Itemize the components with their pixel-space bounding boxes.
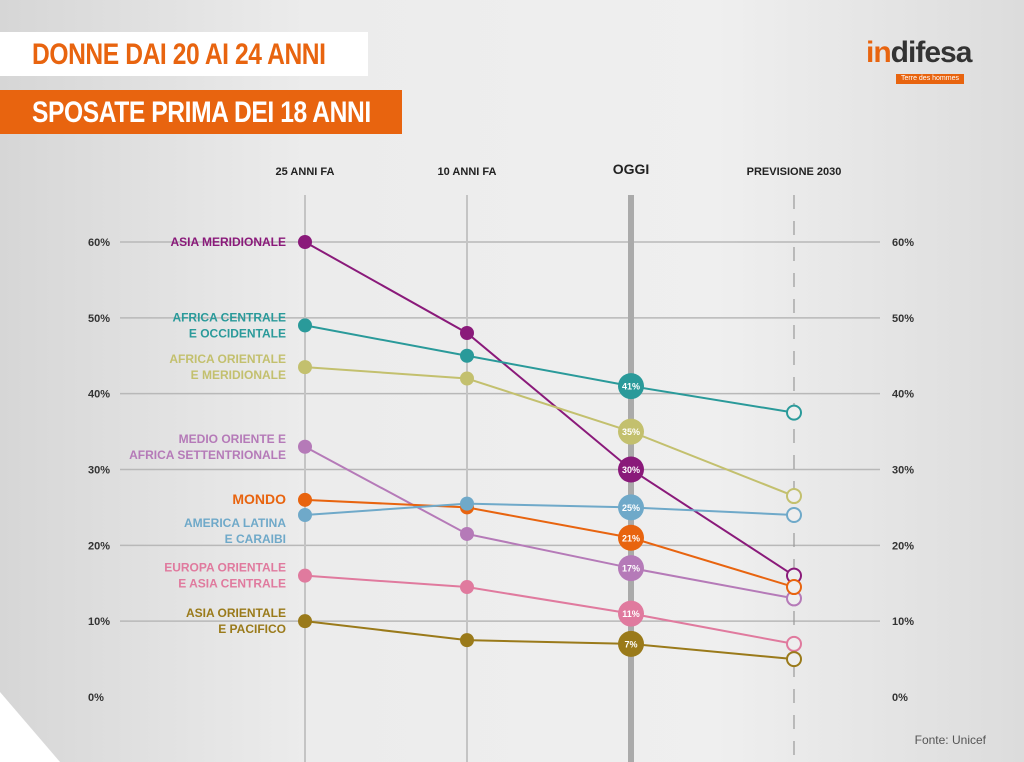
data-point <box>460 526 474 541</box>
logo-part-a: in <box>866 36 892 69</box>
data-label: 41% <box>622 382 640 392</box>
data-point-today <box>618 630 644 657</box>
y-tick-right: 50% <box>892 313 914 325</box>
series-label: E PACIFICO <box>218 622 286 636</box>
data-point <box>298 508 312 522</box>
series-line <box>304 366 795 497</box>
y-tick-left: 20% <box>88 540 110 552</box>
data-point <box>460 580 474 595</box>
source-note: Fonte: Unicef <box>914 733 986 747</box>
data-point <box>298 235 312 249</box>
data-label: 17% <box>622 564 640 574</box>
series-label: E MERIDIONALE <box>191 368 286 382</box>
title-box-2: SPOSATE PRIMA DEI 18 ANNI <box>0 90 402 134</box>
y-tick-left: 60% <box>88 237 110 249</box>
indifesa-logo: indifesa Terre des hommes <box>866 36 973 84</box>
series-label: AFRICA SETTENTRIONALE <box>129 448 286 462</box>
data-point-forecast <box>786 635 802 652</box>
y-tick-right: 20% <box>892 540 914 552</box>
series-line <box>304 324 795 414</box>
series-label: AFRICA CENTRALE <box>172 310 286 324</box>
logo-partner: Terre des hommes <box>896 74 964 84</box>
series-line <box>304 620 795 661</box>
data-label: 30% <box>622 465 640 475</box>
y-tick-left: 50% <box>88 313 110 325</box>
data-point-today <box>618 555 644 582</box>
corner-decoration <box>0 692 60 762</box>
title-box-1: DONNE DAI 20 AI 24 ANNI <box>0 32 368 76</box>
data-point-today <box>618 456 644 483</box>
series-line <box>304 241 795 577</box>
x-category-label: 25 ANNI FA <box>276 166 335 178</box>
data-label: 11% <box>622 609 640 619</box>
y-tick-left: 30% <box>88 465 110 477</box>
data-point-forecast <box>786 404 802 421</box>
data-point-today <box>618 524 644 551</box>
series-label: E ASIA CENTRALE <box>178 577 286 591</box>
title-line-2: SPOSATE PRIMA DEI 18 ANNI <box>32 96 371 129</box>
y-tick-left: 10% <box>88 616 110 628</box>
logo-part-b: difesa <box>890 36 973 69</box>
data-point-forecast <box>786 488 802 505</box>
series-label: AMERICA LATINA <box>184 516 286 530</box>
y-tick-right: 40% <box>892 389 914 401</box>
series-label: MEDIO ORIENTE E <box>179 432 286 446</box>
data-point-forecast <box>786 507 802 523</box>
data-label: 21% <box>622 533 640 543</box>
series-line <box>304 498 795 588</box>
data-point <box>460 496 474 511</box>
data-point <box>298 318 312 333</box>
data-point-today <box>618 418 644 445</box>
series-line <box>304 574 795 645</box>
series-label: EUROPA ORIENTALE <box>164 561 286 575</box>
data-point <box>298 492 312 507</box>
x-category-label: 10 ANNI FA <box>438 166 497 178</box>
data-point <box>460 633 474 648</box>
y-tick-left: 0% <box>88 692 104 704</box>
data-point-forecast <box>786 651 802 668</box>
series-label: ASIA MERIDIONALE <box>170 235 286 249</box>
title-line-1: DONNE DAI 20 AI 24 ANNI <box>32 38 326 71</box>
series-label: ASIA ORIENTALE <box>186 606 286 620</box>
data-label: 7% <box>624 639 637 649</box>
y-tick-right: 60% <box>892 237 914 249</box>
series-label: E OCCIDENTALE <box>189 326 286 340</box>
series-label: MONDO <box>232 491 286 507</box>
series-label: E CARAIBI <box>225 532 286 546</box>
data-point <box>460 348 474 363</box>
series-line <box>304 502 795 516</box>
data-point-today <box>618 600 644 627</box>
data-point-today <box>618 373 644 400</box>
y-tick-right: 30% <box>892 465 914 477</box>
data-point <box>298 439 312 454</box>
data-point-today <box>618 494 644 521</box>
data-point <box>298 614 312 629</box>
series-line <box>304 445 795 600</box>
x-category-label: OGGI <box>613 161 650 177</box>
data-point-forecast <box>786 579 802 596</box>
y-tick-right: 0% <box>892 692 908 704</box>
series-label: AFRICA ORIENTALE <box>169 352 286 366</box>
data-point <box>460 371 474 386</box>
y-tick-left: 40% <box>88 389 110 401</box>
data-point <box>460 326 474 340</box>
data-label: 35% <box>622 427 640 437</box>
x-category-label: PREVISIONE 2030 <box>747 166 842 178</box>
data-point <box>298 360 312 375</box>
data-label: 25% <box>622 503 640 513</box>
y-tick-right: 10% <box>892 616 914 628</box>
data-point <box>298 568 312 583</box>
